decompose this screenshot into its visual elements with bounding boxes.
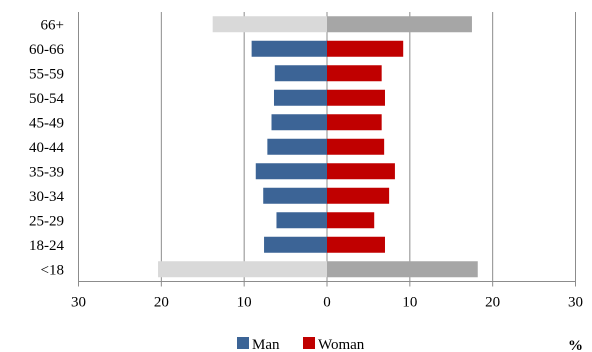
bar-man-0 <box>212 16 327 33</box>
bar-man-8 <box>276 212 327 229</box>
bar-man-10 <box>158 261 327 278</box>
x-axis: 30 20 10 0 10 20 30 <box>71 281 583 311</box>
bar-man-5 <box>267 138 327 155</box>
x-tick-label: 10 <box>402 295 417 311</box>
category-label: 40-44 <box>29 140 64 156</box>
category-label: <18 <box>41 262 64 278</box>
legend-swatch-man <box>237 337 249 349</box>
bar-woman-7 <box>327 187 390 204</box>
bar-woman-2 <box>327 65 382 82</box>
x-tick-label: 30 <box>568 295 583 311</box>
bar-woman-9 <box>327 236 385 253</box>
category-label: 45-49 <box>29 115 64 131</box>
bar-woman-10 <box>327 261 478 278</box>
bar-man-6 <box>255 163 327 180</box>
legend: Man Woman <box>237 337 365 352</box>
bars <box>158 16 478 278</box>
category-label: 55-59 <box>29 66 64 82</box>
category-label: 66+ <box>41 17 64 33</box>
unit-label: % <box>568 338 583 352</box>
bar-man-3 <box>273 89 327 106</box>
category-label: 50-54 <box>29 91 64 107</box>
x-tick-label: 0 <box>323 295 331 311</box>
legend-label-man: Man <box>252 337 280 352</box>
legend-label-woman: Woman <box>318 337 365 352</box>
category-label: 25-29 <box>29 213 64 229</box>
category-label: 35-39 <box>29 164 64 180</box>
bar-woman-4 <box>327 114 382 131</box>
bar-woman-1 <box>327 40 404 57</box>
category-label: 18-24 <box>29 238 64 254</box>
bar-man-4 <box>271 114 327 131</box>
bar-woman-6 <box>327 163 395 180</box>
bar-man-2 <box>274 65 327 82</box>
x-tick-label: 30 <box>71 295 86 311</box>
category-label: 60-66 <box>29 42 64 58</box>
bar-man-1 <box>251 40 327 57</box>
bar-man-7 <box>263 187 327 204</box>
bar-woman-0 <box>327 16 472 33</box>
legend-swatch-woman <box>303 337 315 349</box>
grid-lines <box>78 12 576 282</box>
bar-man-9 <box>264 236 327 253</box>
category-labels: 66+ 60-66 55-59 50-54 45-49 40-44 35-39 30-34 25… <box>29 17 64 278</box>
x-tick-label: 20 <box>485 295 500 311</box>
bar-woman-5 <box>327 138 385 155</box>
x-tick-label: 10 <box>237 295 252 311</box>
bar-woman-3 <box>327 89 385 106</box>
category-label: 30-34 <box>29 189 64 205</box>
x-tick-label: 20 <box>154 295 169 311</box>
bar-woman-8 <box>327 212 375 229</box>
